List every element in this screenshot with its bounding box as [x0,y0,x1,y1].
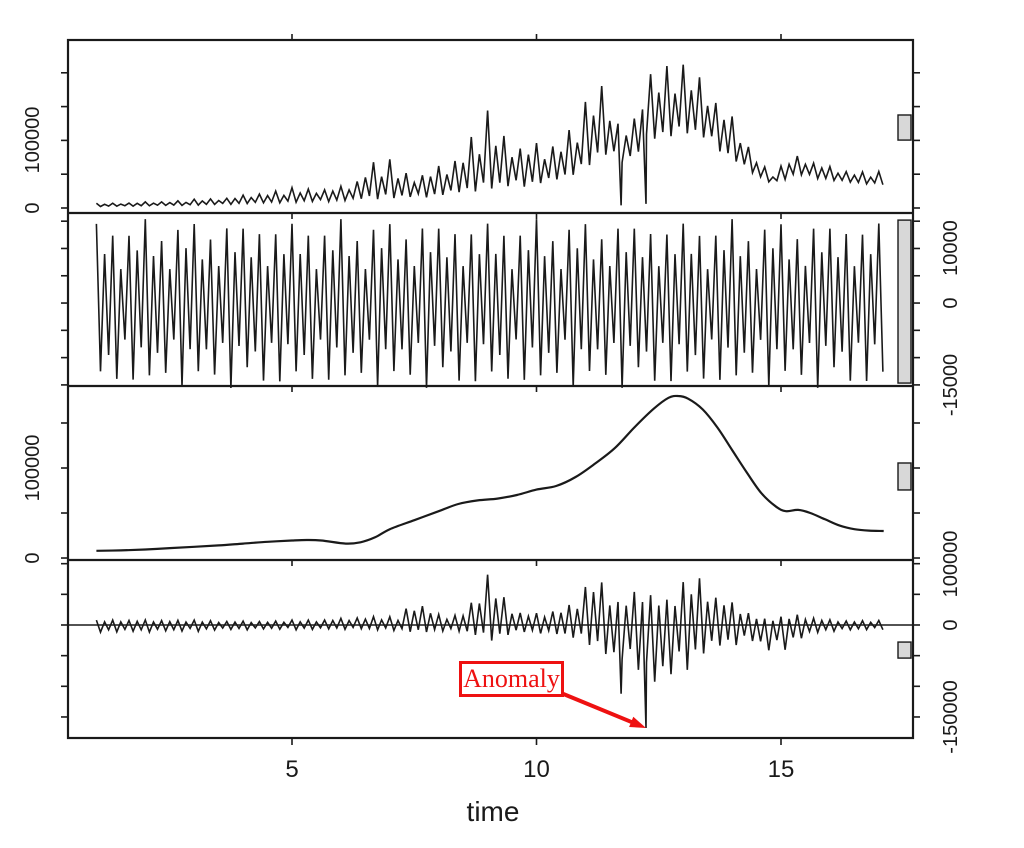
y-tick-label-seasonal--15000: -15000 [939,315,963,455]
trend-series [96,396,883,551]
data-series [96,65,883,207]
remainder-range-bar [898,642,911,658]
y-tick-label-trend-100000: 100000 [21,398,45,538]
data-range-bar [898,115,911,140]
y-tick-label-remainder--150000: -150000 [939,647,963,787]
trend-range-bar [898,463,911,490]
y-tick-label-data-100000: 100000 [21,70,45,210]
seasonal-range-bar [898,220,911,383]
anomaly-label: Anomaly [459,661,564,697]
stl-decomposition-figure: time Anomaly 510150100000100000-15000010… [0,0,1024,848]
anomaly-arrow-line [561,693,638,725]
x-tick-label-10: 10 [497,758,577,782]
anomaly-arrowhead [629,717,646,728]
x-axis-title: time [438,796,548,828]
seasonal-series [96,219,883,388]
x-tick-label-5: 5 [252,758,332,782]
remainder-series [96,575,883,728]
x-tick-label-15: 15 [741,758,821,782]
plot-canvas [0,0,1024,848]
